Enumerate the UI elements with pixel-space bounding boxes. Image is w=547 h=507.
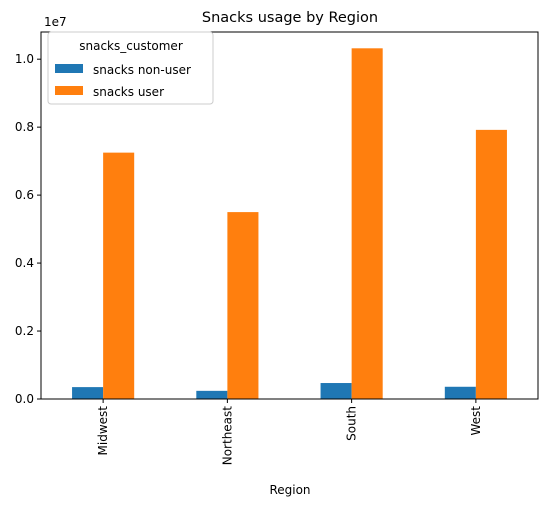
y-tick-label: 0.0 (15, 392, 34, 406)
legend-swatch-user (55, 86, 83, 95)
y-tick-label: 1.0 (15, 52, 34, 66)
bar-midwest-snacks-non-user (72, 387, 104, 399)
y-tick-label: 0.2 (15, 324, 34, 338)
bar-midwest-snacks-user (103, 152, 135, 399)
bar-northeast-snacks-user (227, 212, 259, 399)
legend-title: snacks_customer (79, 39, 183, 53)
y-tick-label: 0.8 (15, 120, 34, 134)
bar-west-snacks-user (475, 129, 507, 399)
bar-west-snacks-non-user (444, 386, 476, 399)
x-axis-label: Region (269, 483, 310, 497)
x-tick-label-midwest: Midwest (96, 406, 110, 456)
x-tick-label-northeast: Northeast (220, 406, 234, 466)
y-tick-label: 0.6 (15, 188, 34, 202)
bars-layer (72, 48, 507, 400)
chart-title: Snacks usage by Region (202, 10, 378, 26)
bar-northeast-snacks-non-user (196, 390, 228, 399)
legend-label-non-user: snacks non-user (93, 63, 191, 77)
y-offset-label: 1e7 (44, 15, 67, 29)
legend-label-user: snacks user (93, 85, 164, 99)
y-axis: 0.0 0.2 0.4 0.6 0.8 1.0 (15, 52, 41, 406)
x-tick-label-west: West (469, 406, 483, 436)
legend-swatch-non-user (55, 64, 83, 73)
bar-south-snacks-non-user (320, 383, 352, 399)
legend-box (47, 31, 214, 105)
y-tick-label: 0.4 (15, 256, 34, 270)
plot-frame (40, 31, 539, 400)
x-axis: Midwest Northeast South West (96, 399, 483, 465)
bar-south-snacks-user (351, 48, 383, 400)
legend: snacks_customer snacks non-user snacks u… (47, 31, 214, 105)
x-tick-label-south: South (345, 406, 359, 441)
